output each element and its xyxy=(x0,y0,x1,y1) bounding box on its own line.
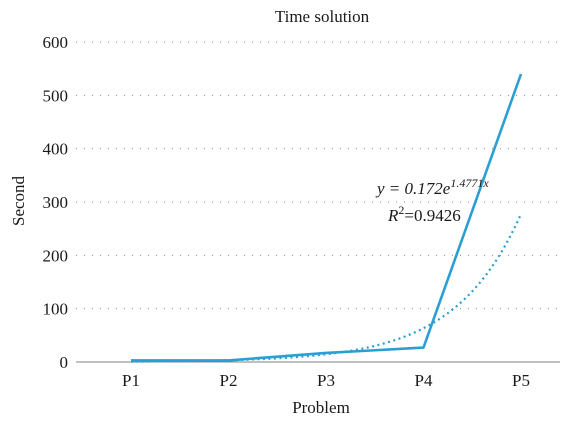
trend-equation: y = 0.172e1.4771x xyxy=(375,176,489,198)
y-tick-label: 600 xyxy=(43,33,69,52)
gridlines xyxy=(76,41,560,310)
trend-equation-prefix: y = 0.172e xyxy=(375,179,451,198)
y-tick-label: 400 xyxy=(43,140,69,159)
trendline-exponential xyxy=(130,213,522,363)
chart-title: Time solution xyxy=(275,7,370,26)
y-tick-label: 500 xyxy=(43,86,69,105)
x-tick-label: P5 xyxy=(512,371,530,390)
trend-equation-exponent: 1.4771x xyxy=(450,176,489,190)
r-squared-value: =0.9426 xyxy=(404,206,460,225)
x-tick-labels: P1 P2 P3 P4 P5 xyxy=(122,371,530,390)
x-tick-label: P3 xyxy=(317,371,335,390)
trend-r-squared: R2=0.9426 xyxy=(387,203,461,225)
y-tick-label: 100 xyxy=(43,300,69,319)
x-tick-label: P2 xyxy=(220,371,238,390)
y-tick-labels: 0 100 200 300 400 500 600 xyxy=(43,33,69,372)
y-tick-label: 0 xyxy=(60,353,69,372)
x-tick-label: P4 xyxy=(415,371,433,390)
x-tick-label: P1 xyxy=(122,371,140,390)
series-line xyxy=(131,73,523,362)
r-squared-symbol: R xyxy=(387,206,399,225)
y-tick-label: 300 xyxy=(43,193,69,212)
y-tick-label: 200 xyxy=(43,246,69,265)
y-axis-label: Second xyxy=(9,175,28,226)
x-axis-label: Problem xyxy=(292,398,350,417)
r-squared-exponent: 2 xyxy=(398,203,404,217)
